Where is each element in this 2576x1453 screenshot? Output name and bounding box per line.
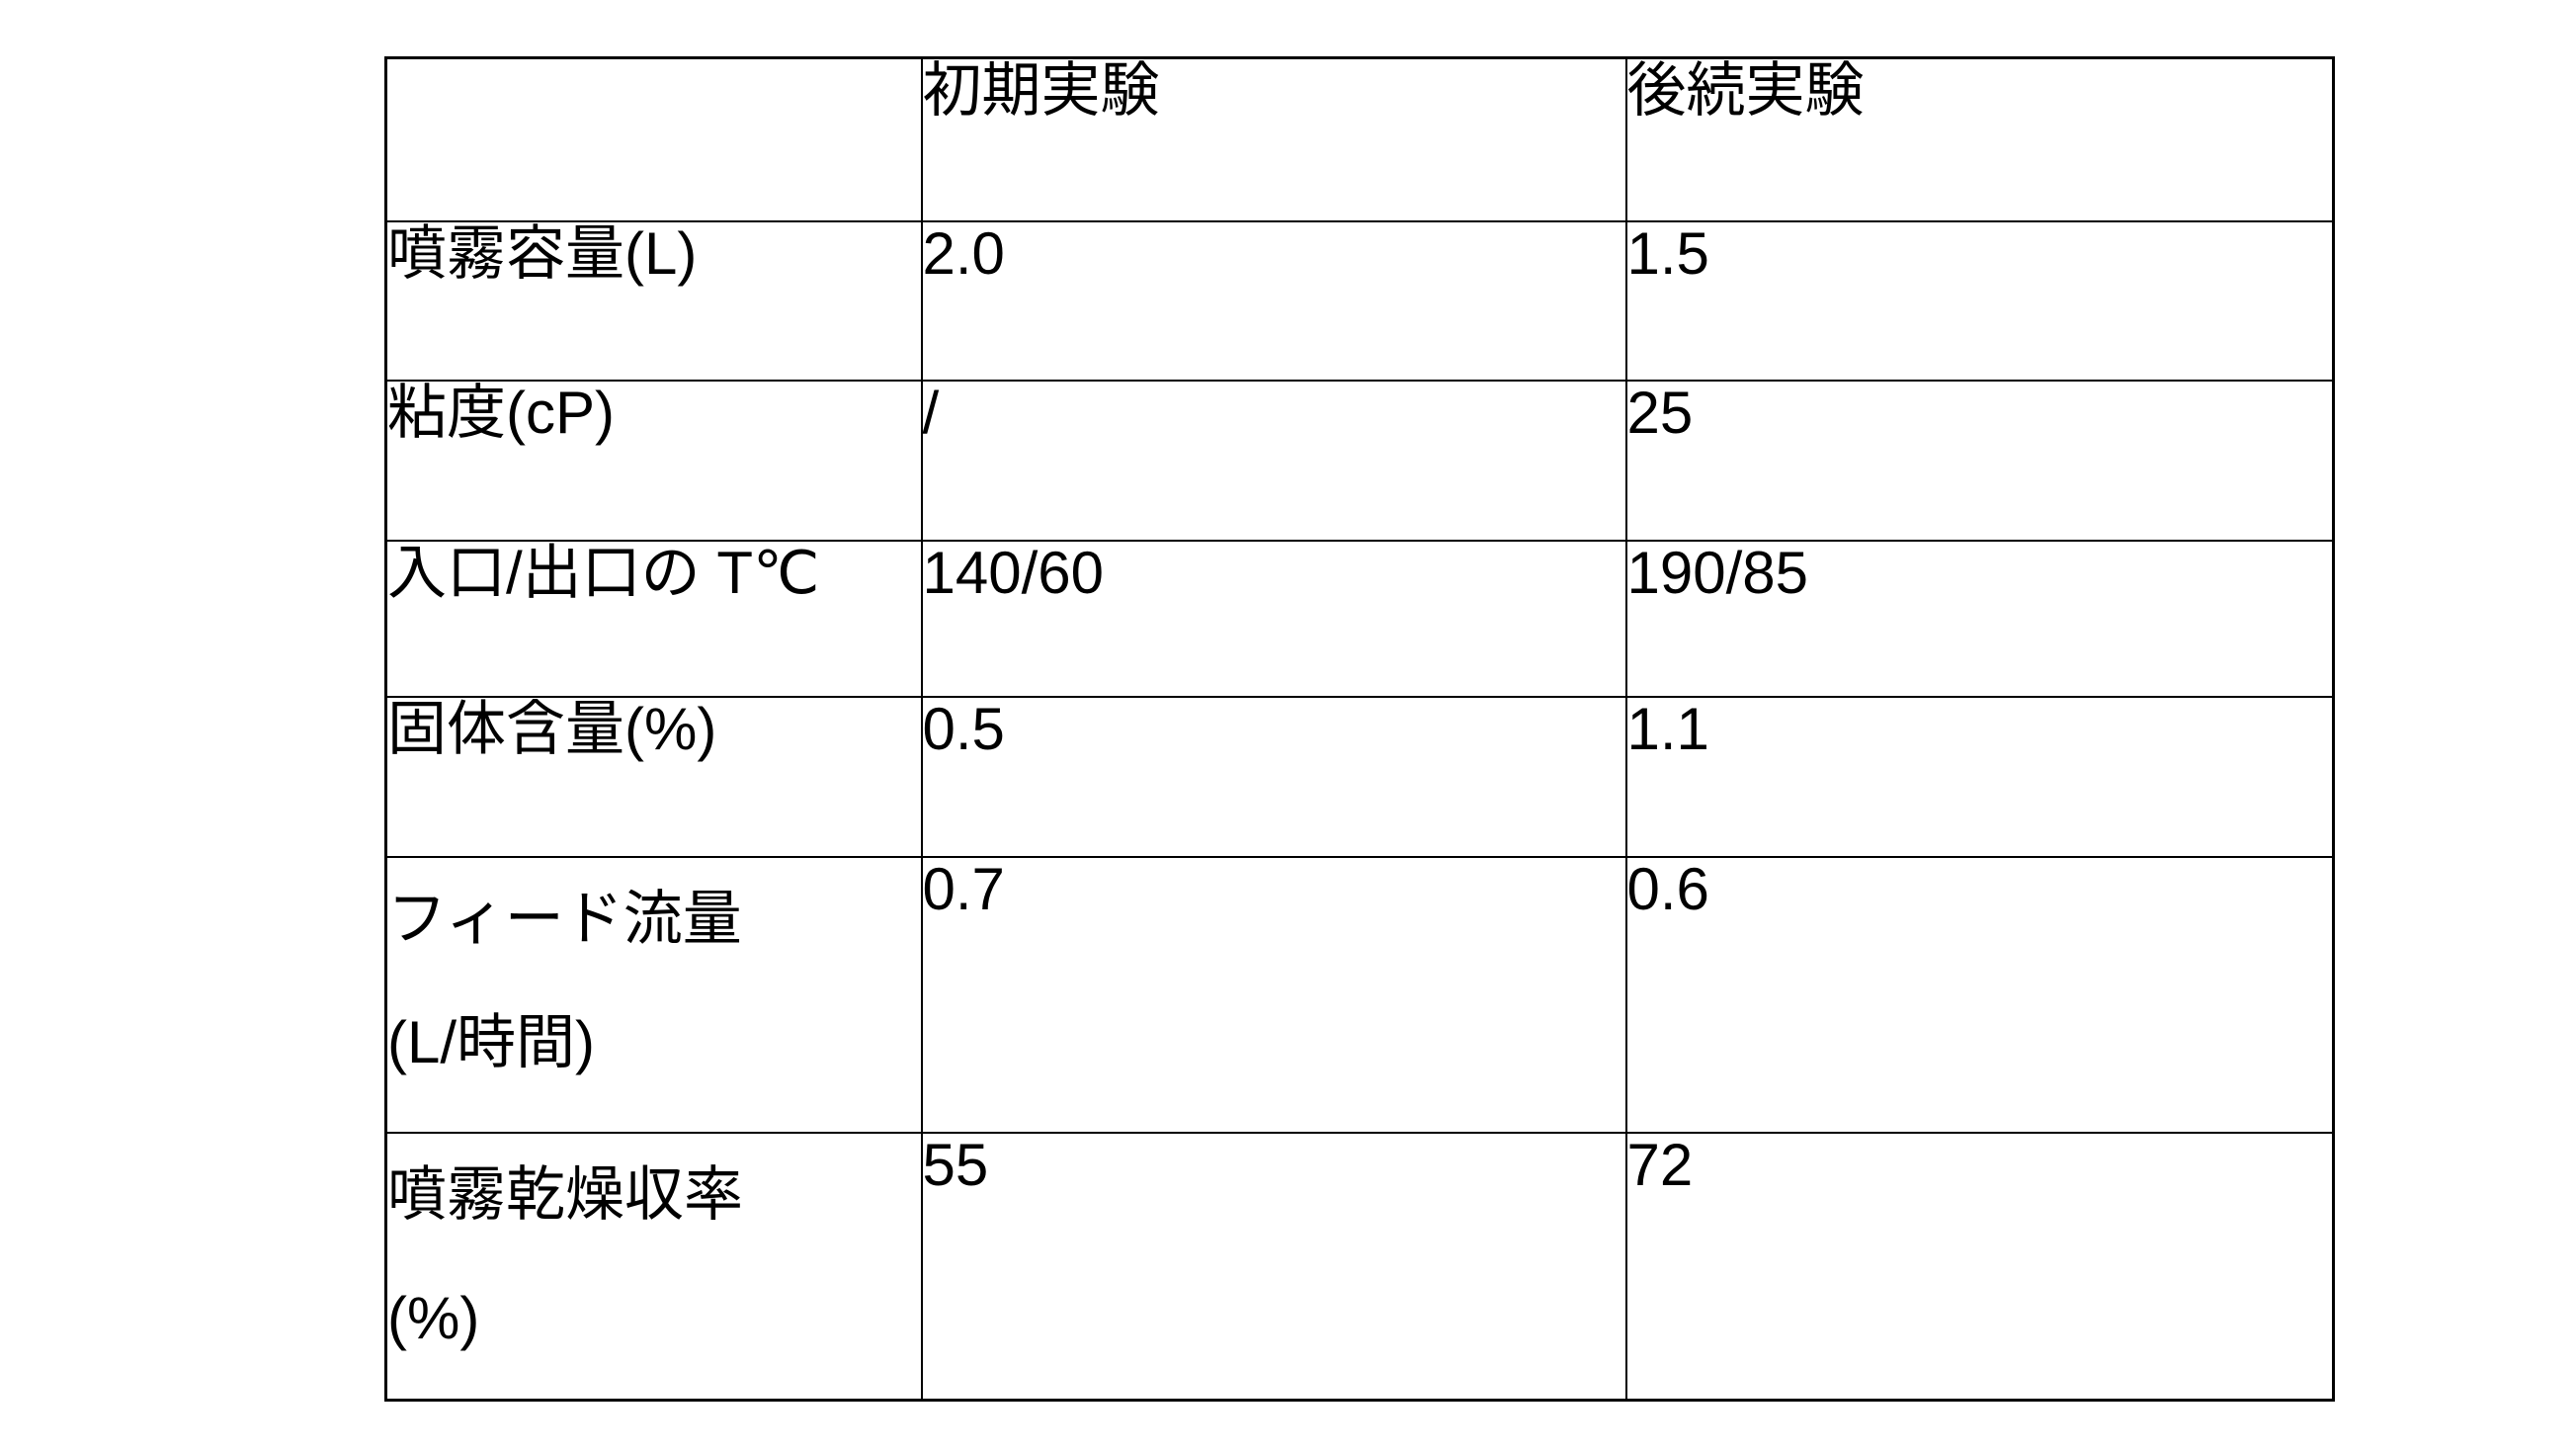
value-followup: 1.1 — [1624, 695, 2335, 858]
table-row-solid-content: 固体含量(%) 0.5 1.1 — [384, 695, 2335, 858]
header-cell-initial-experiment: 初期実験 — [920, 56, 1627, 222]
row-label: 粘度(cP) — [384, 379, 923, 542]
value-followup: 190/85 — [1624, 539, 2335, 698]
header-cell-empty — [384, 56, 923, 222]
table-header-row: 初期実験 後続実験 — [384, 56, 2335, 222]
value-followup: 25 — [1624, 379, 2335, 542]
row-label-line-2: (L/時間) — [387, 1009, 596, 1075]
table-row-spray-volume: 噴霧容量(L) 2.0 1.5 — [384, 219, 2335, 382]
experiment-comparison-table: 初期実験 後続実験 噴霧容量(L) 2.0 1.5 粘度(cP) / 25 入口… — [384, 56, 2335, 1402]
value-initial: 140/60 — [920, 539, 1627, 698]
value-initial: 0.7 — [920, 855, 1627, 1134]
row-label-line-2: (%) — [387, 1285, 480, 1351]
value-initial: 0.5 — [920, 695, 1627, 858]
row-label-line-1: 噴霧乾燥収率 — [387, 1161, 744, 1228]
table-row-viscosity: 粘度(cP) / 25 — [384, 379, 2335, 542]
table-row-inlet-outlet-temperature: 入口/出口の T℃ 140/60 190/85 — [384, 539, 2335, 698]
row-label: 固体含量(%) — [384, 695, 923, 858]
value-initial: / — [920, 379, 1627, 542]
row-label: フィード流量 (L/時間) — [384, 855, 923, 1134]
table-row-spray-drying-yield: 噴霧乾燥収率 (%) 55 72 — [384, 1131, 2335, 1402]
table-row-feed-flow-rate: フィード流量 (L/時間) 0.7 0.6 — [384, 855, 2335, 1134]
value-followup: 72 — [1624, 1131, 2335, 1402]
value-followup: 0.6 — [1624, 855, 2335, 1134]
row-label: 噴霧容量(L) — [384, 219, 923, 382]
value-initial: 2.0 — [920, 219, 1627, 382]
row-label-line-1: フィード流量 — [387, 886, 742, 952]
header-cell-followup-experiment: 後続実験 — [1624, 56, 2335, 222]
row-label: 噴霧乾燥収率 (%) — [384, 1131, 923, 1402]
value-followup: 1.5 — [1624, 219, 2335, 382]
row-label: 入口/出口の T℃ — [384, 539, 923, 698]
value-initial: 55 — [920, 1131, 1627, 1402]
